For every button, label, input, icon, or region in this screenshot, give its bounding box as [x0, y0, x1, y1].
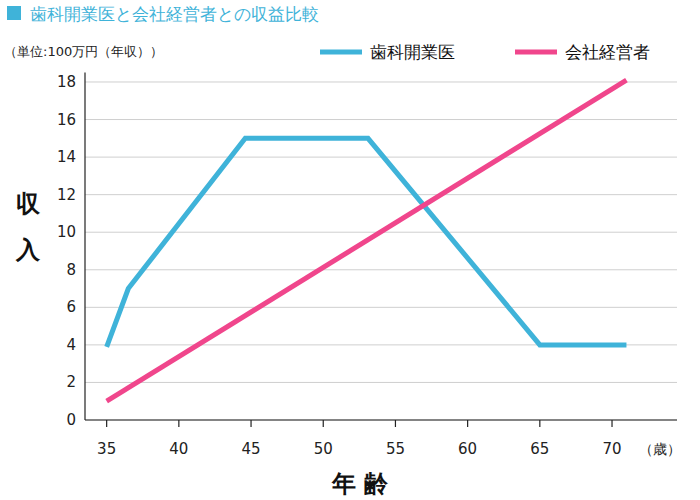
x-tick-label: 60 [458, 440, 477, 458]
x-unit: （歳） [639, 441, 681, 457]
x-tick [323, 420, 324, 427]
grid-line [85, 81, 677, 82]
y-tick-label: 14 [57, 148, 76, 166]
series-line [107, 80, 627, 401]
x-tick-label: 65 [530, 440, 549, 458]
x-tick [178, 420, 179, 427]
x-tick-label: 35 [97, 440, 116, 458]
y-tick-label: 16 [57, 111, 76, 129]
plot-area [107, 80, 627, 401]
title-marker [7, 6, 21, 20]
y-tick-label: 0 [66, 411, 76, 429]
legend-label: 歯科開業医 [370, 42, 455, 62]
legend-swatch [320, 50, 362, 55]
y-tick-label: 10 [57, 223, 76, 241]
chart: 歯科開業医と会社経営者との収益比較 （単位:100万円（年収）） 0 2 4 6 8 10 12… [0, 0, 700, 500]
y-tick-label: 8 [66, 261, 76, 279]
x-axis [85, 419, 677, 420]
legend-label: 会社経営者 [565, 42, 650, 62]
grid-line [85, 119, 677, 120]
y-label-char: 入 [15, 236, 41, 264]
legend-swatch [515, 50, 557, 55]
y-tick-label: 6 [66, 298, 76, 316]
x-tick [395, 420, 396, 427]
y-label: 収入 [15, 190, 41, 264]
y-tick-label: 4 [66, 336, 76, 354]
x-tick-label: 55 [386, 440, 405, 458]
y-label-char: 収 [16, 190, 41, 218]
y-unit: （単位:100万円（年収）） [4, 44, 163, 59]
y-tick-label: 2 [66, 373, 76, 391]
x-tick [250, 420, 251, 427]
grid-line [85, 420, 677, 421]
y-tick-label: 12 [57, 186, 76, 204]
x-tick [539, 420, 540, 427]
x-tick [611, 420, 612, 427]
x-tick-label: 70 [602, 440, 621, 458]
grid-line [85, 382, 677, 383]
y-axis [84, 73, 85, 420]
x-tick [106, 420, 107, 427]
x-tick [467, 420, 468, 427]
grid-line [85, 307, 677, 308]
grid-line [85, 194, 677, 195]
title: 歯科開業医と会社経営者との収益比較 [30, 4, 319, 24]
x-tick-label: 45 [242, 440, 261, 458]
y-tick-label: 18 [57, 73, 76, 91]
grid-line [85, 269, 677, 270]
x-tick-label: 50 [314, 440, 333, 458]
x-tick-label: 40 [169, 440, 188, 458]
x-label: 年 齢 [331, 470, 389, 498]
